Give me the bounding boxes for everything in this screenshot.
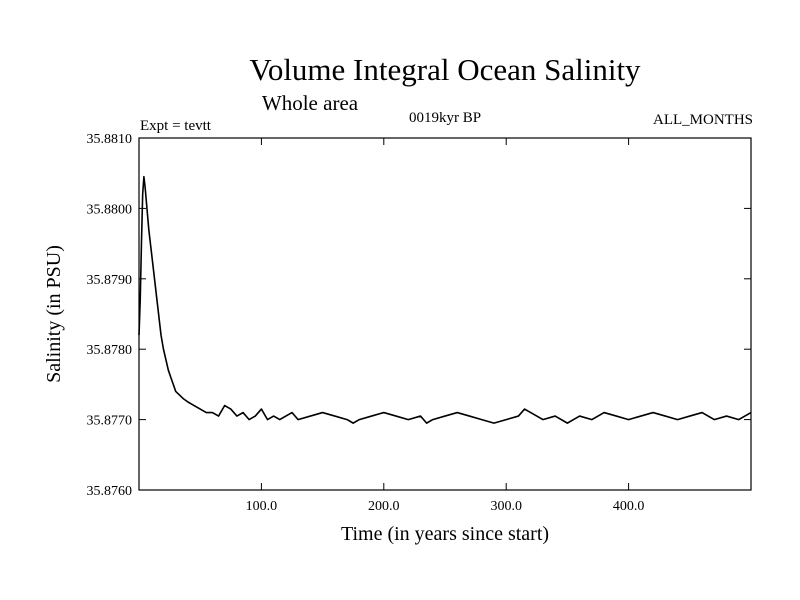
y-tick-label: 35.8790 <box>87 273 133 288</box>
experiment-label: Expt = tevtt <box>140 118 212 134</box>
chart-subtitle: Whole area <box>262 91 359 115</box>
salinity-series-line <box>138 175 752 424</box>
period-label: 0019kyr BP <box>409 110 481 126</box>
x-axis: 100.0 200.0 300.0 400.0 <box>246 138 645 514</box>
x-axis-label: Time (in years since start) <box>341 523 549 545</box>
y-tick-label: 35.8810 <box>87 132 133 147</box>
y-axis-label: Salinity (in PSU) <box>43 245 65 383</box>
plot-frame <box>138 137 752 491</box>
x-tick-label: 300.0 <box>490 499 522 514</box>
y-axis: 35.8760 35.8770 35.8780 35.8790 35.8800 35.88… <box>87 132 751 499</box>
y-tick-label: 35.8780 <box>87 343 133 358</box>
x-tick-label: 400.0 <box>613 499 645 514</box>
x-tick-label: 200.0 <box>368 499 400 514</box>
chart-title: Volume Integral Ocean Salinity <box>249 52 641 87</box>
y-tick-label: 35.8770 <box>87 414 133 429</box>
x-tick-label: 100.0 <box>246 499 278 514</box>
months-label: ALL_MONTHS <box>653 112 753 128</box>
y-tick-label: 35.8800 <box>87 202 133 217</box>
y-tick-label: 35.8760 <box>87 484 133 499</box>
